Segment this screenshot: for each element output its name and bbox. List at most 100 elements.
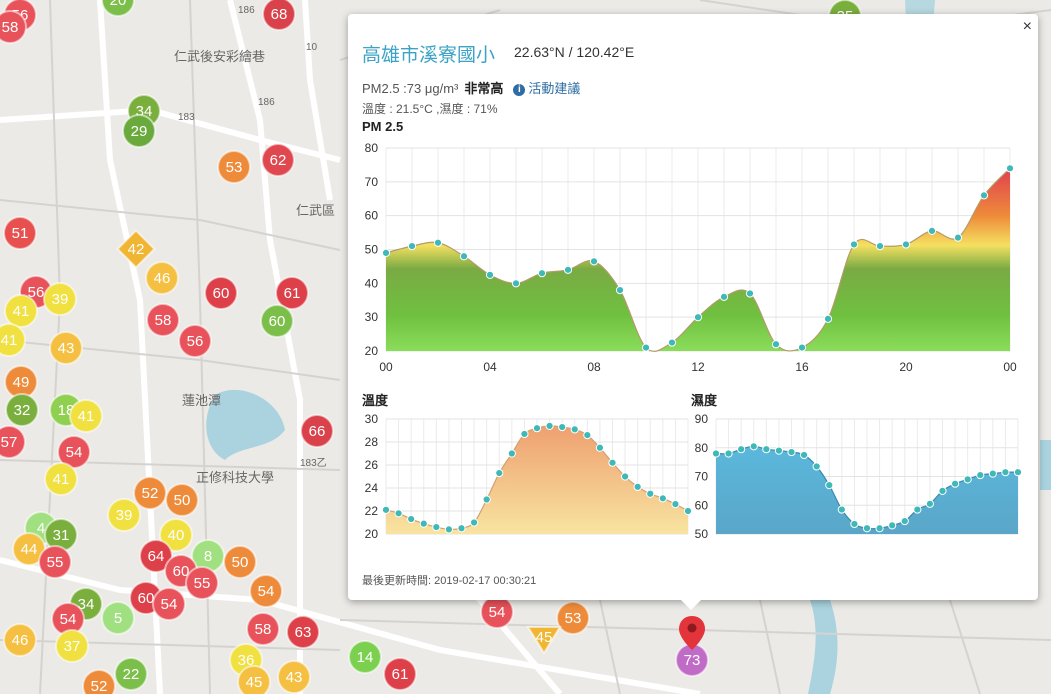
aqi-marker[interactable]: 62	[261, 143, 295, 177]
aqi-marker[interactable]: 53	[556, 601, 590, 635]
data-point[interactable]	[888, 521, 897, 530]
data-point[interactable]	[381, 248, 391, 257]
data-point[interactable]	[762, 445, 771, 454]
data-point[interactable]	[432, 523, 441, 532]
aqi-marker[interactable]: 53	[217, 150, 251, 184]
data-point[interactable]	[563, 265, 573, 274]
aqi-marker[interactable]: 40	[159, 518, 193, 552]
data-point[interactable]	[837, 505, 846, 514]
data-point[interactable]	[457, 524, 466, 533]
data-point[interactable]	[658, 494, 667, 503]
data-point[interactable]	[849, 240, 859, 249]
close-icon[interactable]: ×	[1022, 18, 1032, 35]
aqi-marker[interactable]: 54	[480, 595, 514, 629]
location-pin-icon[interactable]	[679, 616, 705, 650]
data-point[interactable]	[719, 292, 729, 301]
data-point[interactable]	[850, 519, 859, 529]
aqi-marker[interactable]: 63	[286, 615, 320, 649]
aqi-marker[interactable]: 32	[5, 393, 39, 427]
data-point[interactable]	[407, 242, 417, 251]
data-point[interactable]	[485, 270, 495, 279]
data-point[interactable]	[495, 468, 504, 478]
aqi-marker[interactable]: 54	[152, 587, 186, 621]
aqi-marker[interactable]: 5	[101, 601, 135, 635]
aqi-marker[interactable]: 14	[348, 640, 382, 674]
aqi-marker[interactable]: 54	[51, 602, 85, 636]
aqi-marker[interactable]: 56	[178, 324, 212, 358]
data-point[interactable]	[693, 313, 703, 322]
data-point[interactable]	[620, 472, 630, 481]
data-point[interactable]	[583, 431, 592, 440]
aqi-marker[interactable]: 68	[262, 0, 296, 31]
data-point[interactable]	[482, 495, 491, 504]
data-point[interactable]	[683, 506, 693, 516]
aqi-marker[interactable]: 41	[4, 294, 38, 328]
aqi-marker[interactable]: 29	[122, 114, 156, 148]
data-point[interactable]	[979, 191, 989, 200]
aqi-marker[interactable]: 54	[249, 574, 283, 608]
aqi-marker[interactable]: 20	[101, 0, 135, 17]
data-point[interactable]	[444, 525, 454, 534]
data-point[interactable]	[1005, 164, 1015, 173]
aqi-marker[interactable]: 41	[0, 323, 26, 357]
data-point[interactable]	[459, 252, 469, 261]
aqi-marker[interactable]: 66	[300, 414, 334, 448]
data-point[interactable]	[667, 338, 677, 347]
aqi-marker[interactable]: 45	[526, 626, 562, 655]
aqi-marker[interactable]: 45	[237, 665, 271, 694]
data-point[interactable]	[520, 429, 529, 439]
data-point[interactable]	[589, 257, 599, 266]
data-point[interactable]	[862, 524, 872, 533]
data-point[interactable]	[938, 486, 947, 495]
aqi-marker[interactable]: 41	[44, 462, 78, 496]
aqi-marker[interactable]: 52	[82, 669, 116, 694]
data-point[interactable]	[953, 233, 963, 242]
data-point[interactable]	[641, 343, 651, 352]
aqi-marker[interactable]: 64	[139, 539, 173, 573]
aqi-marker[interactable]: 52	[133, 476, 167, 510]
data-point[interactable]	[771, 340, 781, 349]
aqi-marker[interactable]: 61	[275, 276, 309, 310]
data-point[interactable]	[749, 442, 758, 451]
data-point[interactable]	[787, 447, 796, 457]
data-point[interactable]	[812, 462, 821, 471]
aqi-marker[interactable]: 42	[116, 229, 156, 269]
aqi-marker[interactable]: 41	[69, 399, 103, 433]
aqi-marker[interactable]: 46	[3, 623, 37, 657]
aqi-marker[interactable]: 39	[107, 498, 141, 532]
aqi-marker[interactable]: 39	[43, 282, 77, 316]
data-point[interactable]	[507, 449, 516, 458]
data-point[interactable]	[900, 516, 909, 526]
data-point[interactable]	[825, 481, 834, 490]
data-point[interactable]	[671, 500, 680, 509]
data-point[interactable]	[988, 469, 997, 478]
aqi-marker[interactable]: 50	[165, 483, 199, 517]
data-point[interactable]	[595, 443, 605, 452]
data-point[interactable]	[950, 479, 960, 488]
aqi-marker[interactable]: 22	[114, 657, 148, 691]
data-point[interactable]	[925, 499, 935, 508]
data-point[interactable]	[875, 242, 885, 251]
aqi-marker[interactable]: 55	[38, 545, 72, 579]
info-icon[interactable]: i	[513, 84, 526, 96]
data-point[interactable]	[799, 450, 809, 460]
data-point[interactable]	[913, 505, 922, 514]
data-point[interactable]	[711, 449, 721, 458]
aqi-marker[interactable]: 54	[57, 435, 91, 469]
data-point[interactable]	[608, 458, 617, 467]
data-point[interactable]	[433, 238, 443, 247]
data-point[interactable]	[1001, 468, 1010, 477]
data-point[interactable]	[511, 279, 521, 288]
data-point[interactable]	[737, 445, 746, 454]
aqi-marker[interactable]: 50	[223, 545, 257, 579]
data-point[interactable]	[537, 269, 547, 278]
aqi-marker[interactable]: 31	[44, 518, 78, 552]
aqi-marker[interactable]: 43	[49, 331, 83, 365]
aqi-marker[interactable]: 57	[0, 425, 26, 459]
data-point[interactable]	[558, 422, 567, 432]
activity-advice-link[interactable]: 活動建議	[528, 81, 581, 96]
data-point[interactable]	[875, 524, 884, 533]
data-point[interactable]	[633, 482, 642, 491]
data-point[interactable]	[545, 421, 554, 430]
aqi-marker[interactable]: 58	[0, 10, 27, 44]
